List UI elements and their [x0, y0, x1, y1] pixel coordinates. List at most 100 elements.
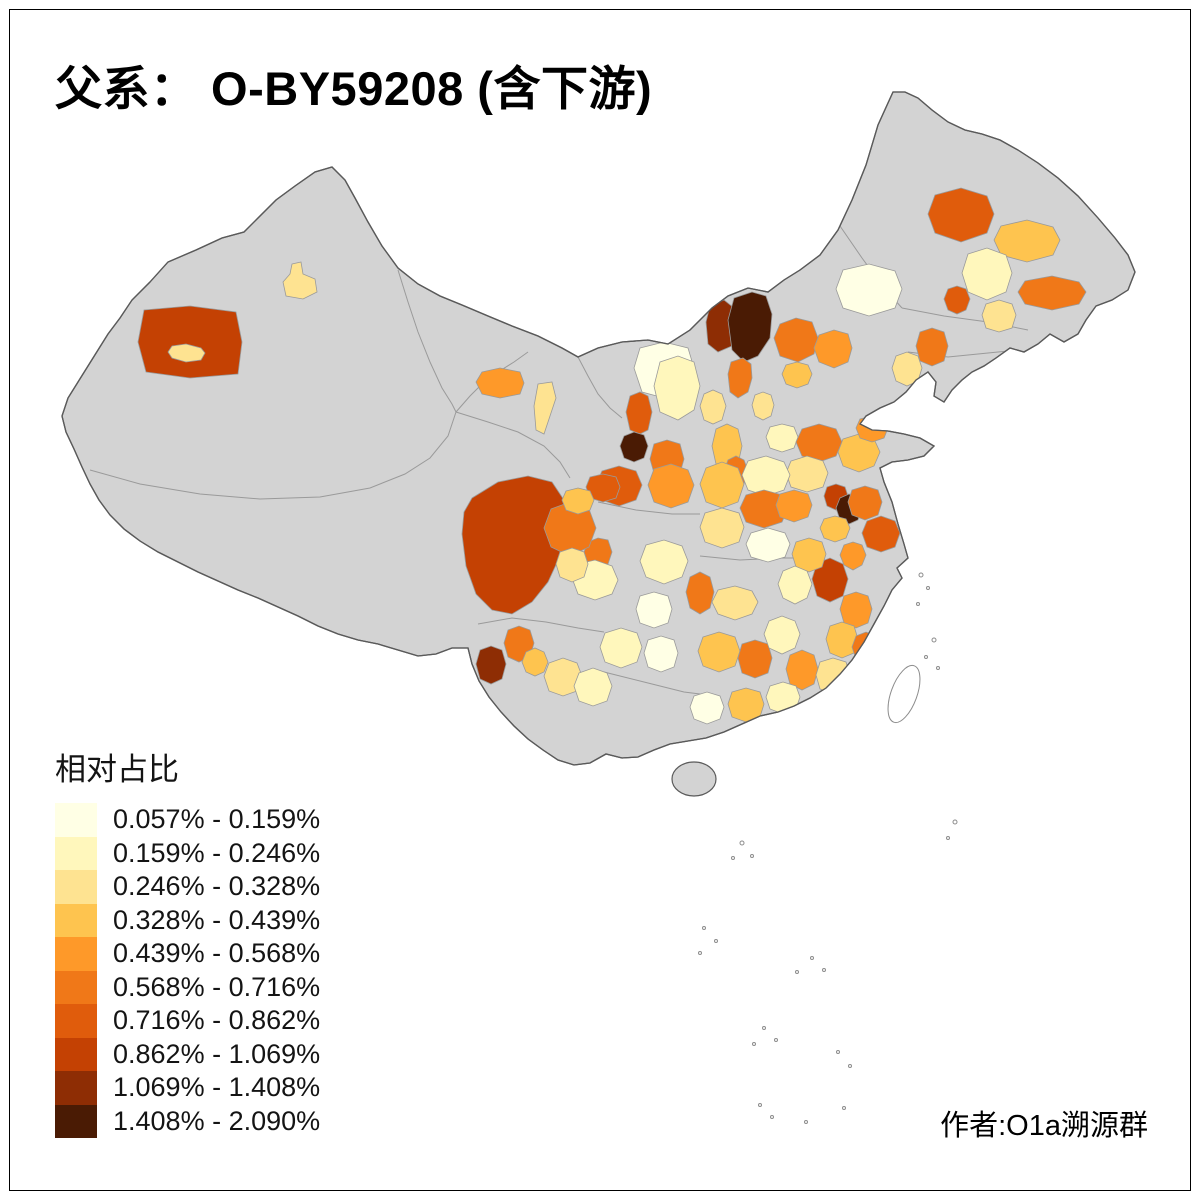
map-region: [689, 691, 725, 725]
map-region: [533, 381, 557, 435]
legend-item: 0.568% - 0.716%: [55, 970, 321, 1004]
map-region: [653, 355, 701, 421]
legend-item: 0.716% - 0.862%: [55, 1004, 320, 1038]
legend-item: 1.408% - 2.090%: [55, 1104, 321, 1138]
map-region: [773, 317, 819, 363]
map-region: [697, 631, 741, 673]
map-region: [777, 565, 813, 605]
map-region: [819, 515, 851, 543]
legend-title: 相对占比: [55, 752, 179, 787]
map-region: [825, 621, 859, 659]
map-region: [282, 261, 318, 300]
map-region: [625, 391, 653, 435]
map-region: [727, 291, 773, 363]
map-region: [791, 537, 827, 573]
legend-label: 0.159% - 0.246%: [113, 837, 321, 868]
map-region: [891, 351, 923, 387]
legend: 相对占比 0.057% - 0.159% 0.159% - 0.246% 0.2…: [55, 744, 320, 1138]
map-region: [699, 507, 745, 549]
map-region: [781, 361, 813, 389]
map-region: [737, 639, 773, 679]
map-region: [765, 681, 801, 715]
map-region: [915, 327, 949, 367]
map-region: [521, 647, 549, 677]
legend-item: 0.159% - 0.246%: [55, 836, 321, 870]
map-region: [785, 649, 819, 691]
map-region: [643, 635, 679, 673]
map-region: [555, 547, 589, 583]
map-region: [763, 615, 801, 655]
taiwan-island: [887, 664, 921, 724]
map-region: [461, 475, 567, 615]
map-region: [765, 423, 799, 453]
map-region: [855, 415, 889, 443]
map-region: [835, 263, 903, 317]
map-region: [861, 515, 901, 553]
legend-swatch: [55, 970, 97, 1004]
map-region: [711, 585, 759, 621]
legend-item: 0.862% - 1.069%: [55, 1037, 321, 1071]
legend-item: 0.246% - 0.328%: [55, 870, 320, 904]
map-region: [561, 487, 595, 515]
map-region: [475, 645, 507, 685]
map-region: [961, 247, 1013, 301]
sea-islands: [698, 572, 958, 1124]
legend-label: 0.246% - 0.328%: [113, 871, 321, 902]
legend-swatch: [55, 903, 97, 937]
legend-swatch: [55, 836, 97, 870]
legend-swatch: [55, 803, 97, 837]
map-region: [619, 431, 649, 463]
attribution: 作者:O1a溯源群: [940, 1110, 1148, 1142]
legend-item: 1.069% - 1.408%: [55, 1071, 320, 1105]
map-region: [739, 489, 789, 529]
map-region: [839, 591, 873, 629]
map-region: [981, 299, 1017, 333]
legend-label: 0.328% - 0.439%: [113, 904, 321, 935]
map-region: [851, 631, 881, 665]
map-region: [741, 455, 791, 497]
map-region: [647, 463, 695, 509]
map-region: [475, 367, 525, 399]
map-region: [573, 667, 613, 707]
map-region: [699, 461, 745, 509]
map-region: [685, 571, 715, 615]
map-region: [811, 557, 849, 603]
map-region: [839, 541, 867, 571]
legend-label: 0.568% - 0.716%: [113, 971, 321, 1002]
legend-label: 0.862% - 1.069%: [113, 1038, 321, 1069]
legend-swatch: [55, 937, 97, 971]
map-region: [751, 391, 775, 421]
legend-swatch: [55, 1004, 97, 1038]
map-region: [993, 219, 1061, 263]
legend-label: 1.408% - 2.090%: [113, 1105, 321, 1136]
legend-label: 0.439% - 0.568%: [113, 938, 321, 969]
legend-item: 0.328% - 0.439%: [55, 903, 321, 937]
map-region: [167, 343, 206, 363]
map-region: [599, 627, 643, 669]
map-region: [815, 657, 851, 695]
page-title: 父系： O-BY59208 (含下游): [55, 62, 653, 115]
legend-swatch: [55, 1071, 97, 1105]
prefecture-regions: [137, 187, 1087, 725]
map-region: [745, 527, 791, 563]
legend-label: 0.057% - 0.159%: [113, 804, 321, 835]
map-region: [943, 285, 971, 315]
hainan-island: [671, 761, 717, 797]
map-region: [639, 539, 689, 585]
map-region: [795, 423, 843, 463]
map-region: [635, 591, 673, 629]
map-region: [727, 357, 753, 399]
legend-swatch: [55, 1104, 97, 1138]
legend-label: 0.716% - 0.862%: [113, 1005, 321, 1036]
legend-item: 0.057% - 0.159%: [55, 803, 320, 837]
legend-label: 1.069% - 1.408%: [113, 1072, 321, 1103]
legend-item: 0.439% - 0.568%: [55, 937, 320, 971]
map-region: [927, 187, 995, 243]
map-region: [813, 329, 853, 369]
map-region: [699, 389, 727, 425]
map-region: [847, 485, 883, 521]
legend-swatch: [55, 870, 97, 904]
map-region: [1017, 275, 1087, 311]
map-region: [775, 489, 813, 523]
